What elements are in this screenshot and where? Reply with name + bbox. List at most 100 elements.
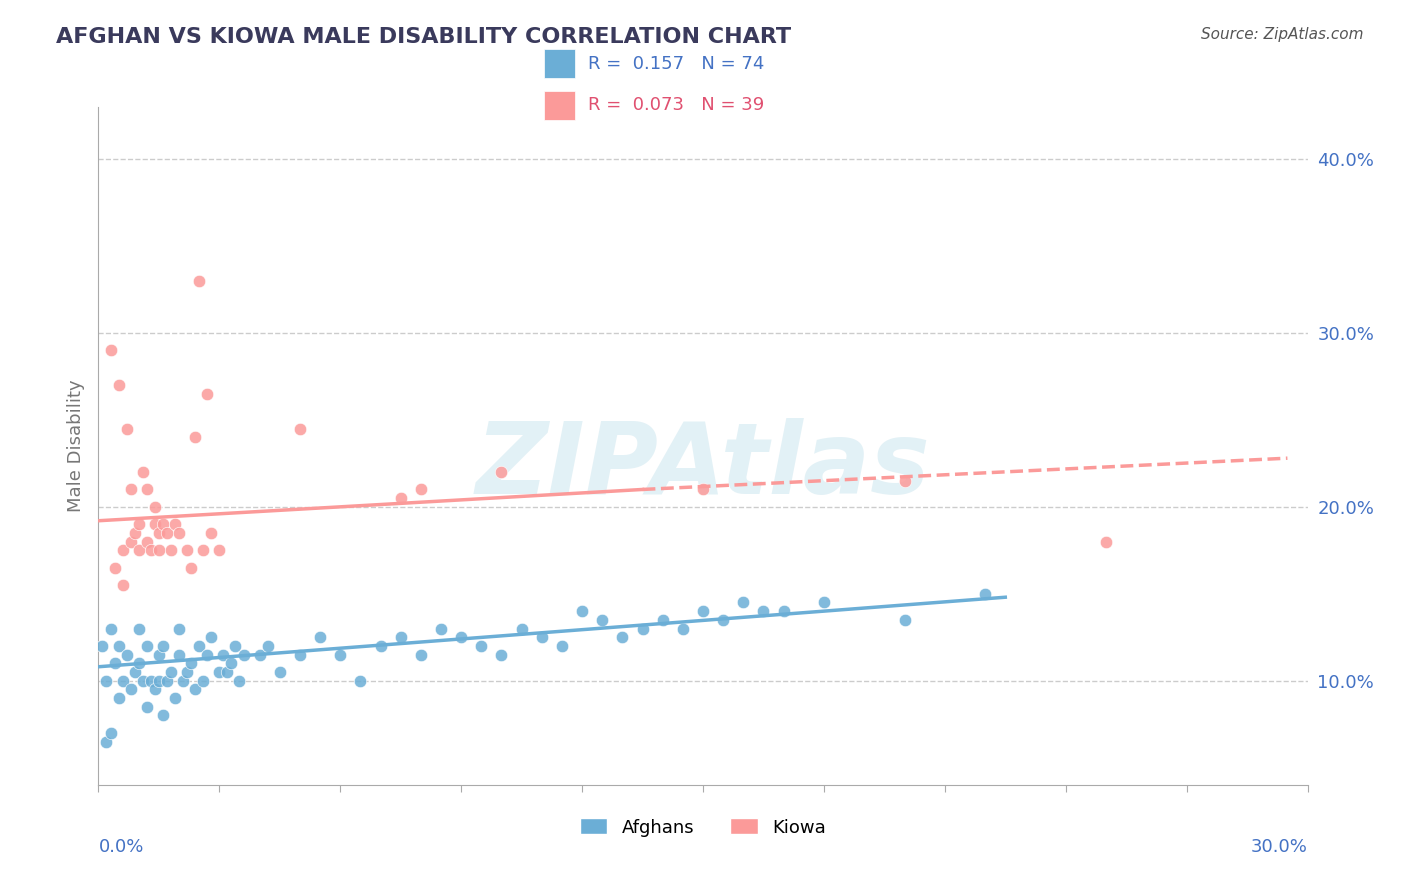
Point — [103, 657, 125, 671]
FancyBboxPatch shape — [544, 91, 575, 120]
Text: AFGHAN VS KIOWA MALE DISABILITY CORRELATION CHART: AFGHAN VS KIOWA MALE DISABILITY CORRELAT… — [56, 27, 792, 46]
Point — [409, 648, 432, 662]
Point — [221, 657, 243, 671]
Point — [256, 639, 278, 653]
Point — [135, 483, 157, 497]
Point — [115, 648, 138, 662]
Point — [120, 483, 142, 497]
Point — [128, 657, 150, 671]
Point — [974, 587, 997, 601]
Point — [224, 639, 246, 653]
Point — [692, 483, 714, 497]
Point — [329, 648, 352, 662]
Point — [188, 274, 211, 288]
Point — [176, 665, 198, 679]
Point — [111, 673, 134, 688]
Point — [167, 648, 190, 662]
Point — [752, 604, 775, 618]
Point — [124, 525, 146, 540]
Point — [135, 639, 157, 653]
Point — [135, 534, 157, 549]
Point — [733, 595, 755, 609]
Legend: Afghans, Kiowa: Afghans, Kiowa — [574, 811, 832, 844]
Point — [111, 543, 134, 558]
Point — [143, 500, 166, 514]
Point — [100, 343, 122, 358]
Point — [491, 648, 513, 662]
Point — [180, 560, 202, 574]
Point — [96, 734, 118, 748]
Point — [612, 630, 634, 644]
Point — [309, 630, 332, 644]
Point — [631, 622, 654, 636]
Y-axis label: Male Disability: Male Disability — [66, 380, 84, 512]
Point — [571, 604, 593, 618]
Point — [143, 682, 166, 697]
Point — [176, 543, 198, 558]
Point — [128, 622, 150, 636]
Point — [128, 517, 150, 532]
Point — [450, 630, 472, 644]
Point — [120, 534, 142, 549]
Point — [288, 422, 311, 436]
Point — [208, 543, 231, 558]
Point — [135, 699, 157, 714]
Point — [551, 639, 574, 653]
Point — [470, 639, 492, 653]
Point — [491, 465, 513, 479]
Point — [389, 491, 412, 505]
Point — [115, 422, 138, 436]
Point — [651, 613, 673, 627]
Point — [148, 543, 170, 558]
Point — [212, 648, 235, 662]
Point — [591, 613, 613, 627]
Point — [184, 682, 207, 697]
Text: 30.0%: 30.0% — [1251, 838, 1308, 856]
Point — [370, 639, 392, 653]
Point — [148, 673, 170, 688]
Text: R =  0.157   N = 74: R = 0.157 N = 74 — [588, 55, 765, 73]
Point — [100, 726, 122, 740]
Point — [148, 648, 170, 662]
Point — [143, 517, 166, 532]
Point — [139, 673, 162, 688]
Point — [160, 543, 183, 558]
Point — [156, 673, 179, 688]
Text: Source: ZipAtlas.com: Source: ZipAtlas.com — [1201, 27, 1364, 42]
Point — [232, 648, 254, 662]
Point — [1095, 534, 1118, 549]
Point — [200, 525, 222, 540]
Point — [148, 525, 170, 540]
Point — [128, 543, 150, 558]
Point — [813, 595, 835, 609]
Point — [100, 622, 122, 636]
Point — [172, 673, 194, 688]
Point — [132, 673, 155, 688]
FancyBboxPatch shape — [544, 49, 575, 78]
Point — [163, 691, 186, 706]
Point — [103, 560, 125, 574]
Point — [132, 465, 155, 479]
Point — [163, 517, 186, 532]
Point — [195, 387, 218, 401]
Point — [152, 708, 174, 723]
Point — [269, 665, 291, 679]
Point — [772, 604, 794, 618]
Point — [217, 665, 239, 679]
Point — [288, 648, 311, 662]
Point — [208, 665, 231, 679]
Point — [409, 483, 432, 497]
Point — [530, 630, 553, 644]
Point — [195, 648, 218, 662]
Text: ZIPAtlas: ZIPAtlas — [475, 417, 931, 515]
Point — [193, 543, 215, 558]
Point — [91, 639, 114, 653]
Point — [188, 639, 211, 653]
Point — [152, 639, 174, 653]
Point — [184, 430, 207, 444]
Text: R =  0.073   N = 39: R = 0.073 N = 39 — [588, 96, 765, 114]
Point — [167, 622, 190, 636]
Point — [96, 673, 118, 688]
Point — [124, 665, 146, 679]
Point — [156, 525, 179, 540]
